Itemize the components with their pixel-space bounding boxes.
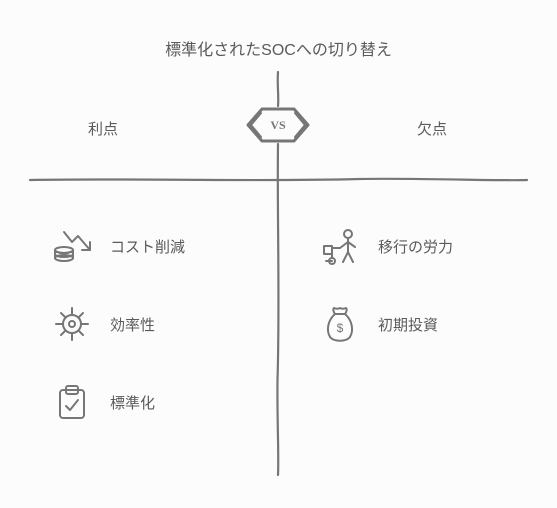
vs-badge: VS <box>248 109 308 141</box>
left-column-header: 利点 <box>88 118 118 139</box>
left-item-1: 効率性 <box>50 302 155 346</box>
cost-reduction-icon <box>50 224 94 268</box>
left-item-1-label: 効率性 <box>110 314 155 335</box>
migration-effort-icon <box>318 224 362 268</box>
left-item-0: コスト削減 <box>50 224 185 268</box>
right-item-1-label: 初期投資 <box>378 314 438 335</box>
diagram-title: 標準化されたSOCへの切り替え <box>0 36 557 60</box>
right-item-1: $ 初期投資 <box>318 302 438 346</box>
right-item-0-label: 移行の労力 <box>378 236 453 257</box>
right-column-header: 欠点 <box>417 118 447 139</box>
right-item-0: 移行の労力 <box>318 224 453 268</box>
svg-text:$: $ <box>337 321 344 335</box>
standardization-icon <box>50 380 94 424</box>
svg-text:VS: VS <box>270 118 286 132</box>
left-item-2-label: 標準化 <box>110 392 155 413</box>
left-item-2: 標準化 <box>50 380 155 424</box>
initial-investment-icon: $ <box>318 302 362 346</box>
efficiency-icon <box>50 302 94 346</box>
left-item-0-label: コスト削減 <box>110 236 185 257</box>
